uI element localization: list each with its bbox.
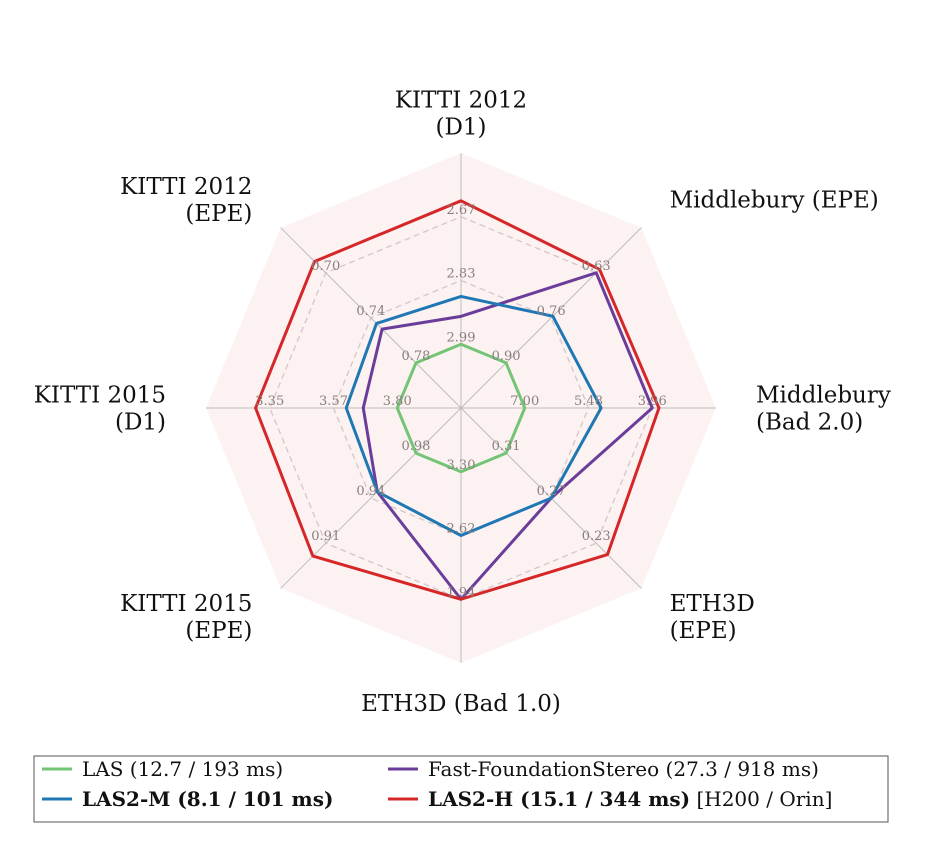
tick-label: 0.70 bbox=[311, 259, 340, 274]
legend-entry-las2-m: LAS2-M (8.1 / 101 ms) bbox=[82, 787, 333, 811]
legend-frame bbox=[33, 755, 889, 823]
axis-label-4: ETH3D (EPE) bbox=[670, 591, 755, 644]
tick-label: 0.76 bbox=[537, 304, 566, 319]
tick-label: 0.74 bbox=[356, 304, 385, 319]
axis-label-5: ETH3D (Bad 1.0) bbox=[361, 691, 561, 717]
tick-label: 2.67 bbox=[447, 203, 476, 218]
tick-label: 1.94 bbox=[447, 585, 476, 600]
tick-label: 2.83 bbox=[447, 267, 476, 282]
tick-label: 3.96 bbox=[638, 394, 667, 409]
radar-axis-labels: KITTI 2012 (D1) Middlebury (EPE) Middlebury… bbox=[34, 88, 891, 718]
axis-label-1: KITTI 2012 (D1) bbox=[395, 88, 527, 141]
axis-label-3: Middlebury (Bad 2.0) bbox=[756, 383, 891, 436]
axis-spoke-2 bbox=[460, 227, 642, 409]
tick-label: 2.99 bbox=[447, 330, 476, 345]
axis-spoke-6 bbox=[280, 407, 462, 589]
tick-label: 0.91 bbox=[311, 529, 340, 544]
axis-label-8: KITTI 2012 (EPE) bbox=[120, 174, 252, 227]
axis-label-7: KITTI 2015 (D1) bbox=[34, 383, 166, 436]
series-las2-m bbox=[344, 294, 603, 537]
tick-label: 2.62 bbox=[447, 522, 476, 537]
series-las bbox=[395, 342, 527, 474]
tick-label: 0.27 bbox=[537, 484, 566, 499]
tick-label: 0.94 bbox=[356, 484, 385, 499]
legend: LAS (12.7 / 193 ms) Fast-FoundationStereo… bbox=[33, 755, 889, 823]
tick-label: 3.57 bbox=[319, 394, 348, 409]
tick-label: 0.23 bbox=[582, 529, 611, 544]
axis-label-2: Middlebury (EPE) bbox=[670, 187, 879, 213]
tick-label: 3.35 bbox=[255, 394, 284, 409]
radar-series bbox=[254, 199, 661, 601]
legend-entry-las: LAS (12.7 / 193 ms) bbox=[82, 757, 283, 781]
series-las2-h bbox=[254, 199, 661, 601]
tick-label: 0.78 bbox=[401, 349, 430, 364]
tick-label: 7.00 bbox=[510, 394, 539, 409]
legend-entry-fast-foundationstereo: Fast-FoundationStereo (27.3 / 918 ms) bbox=[428, 757, 819, 781]
axis-spoke-8 bbox=[280, 227, 462, 409]
tick-label: 5.48 bbox=[574, 394, 603, 409]
tick-label: 0.31 bbox=[492, 439, 521, 454]
axis-label-6: KITTI 2015 (EPE) bbox=[120, 591, 252, 644]
tick-label: 0.63 bbox=[582, 259, 611, 274]
legend-entry-las2-h: LAS2-H (15.1 / 344 ms) [H200 / Orin] bbox=[428, 787, 832, 811]
tick-label: 3.30 bbox=[447, 458, 476, 473]
tick-label: 0.90 bbox=[492, 349, 521, 364]
tick-label: 0.98 bbox=[401, 439, 430, 454]
radar-grid bbox=[206, 153, 716, 663]
radar-tick-labels: 2.99 2.83 2.67 0.90 0.76 0.63 7.00 5.48 3.96 0.31… bbox=[255, 203, 666, 601]
tick-label: 3.80 bbox=[383, 394, 412, 409]
